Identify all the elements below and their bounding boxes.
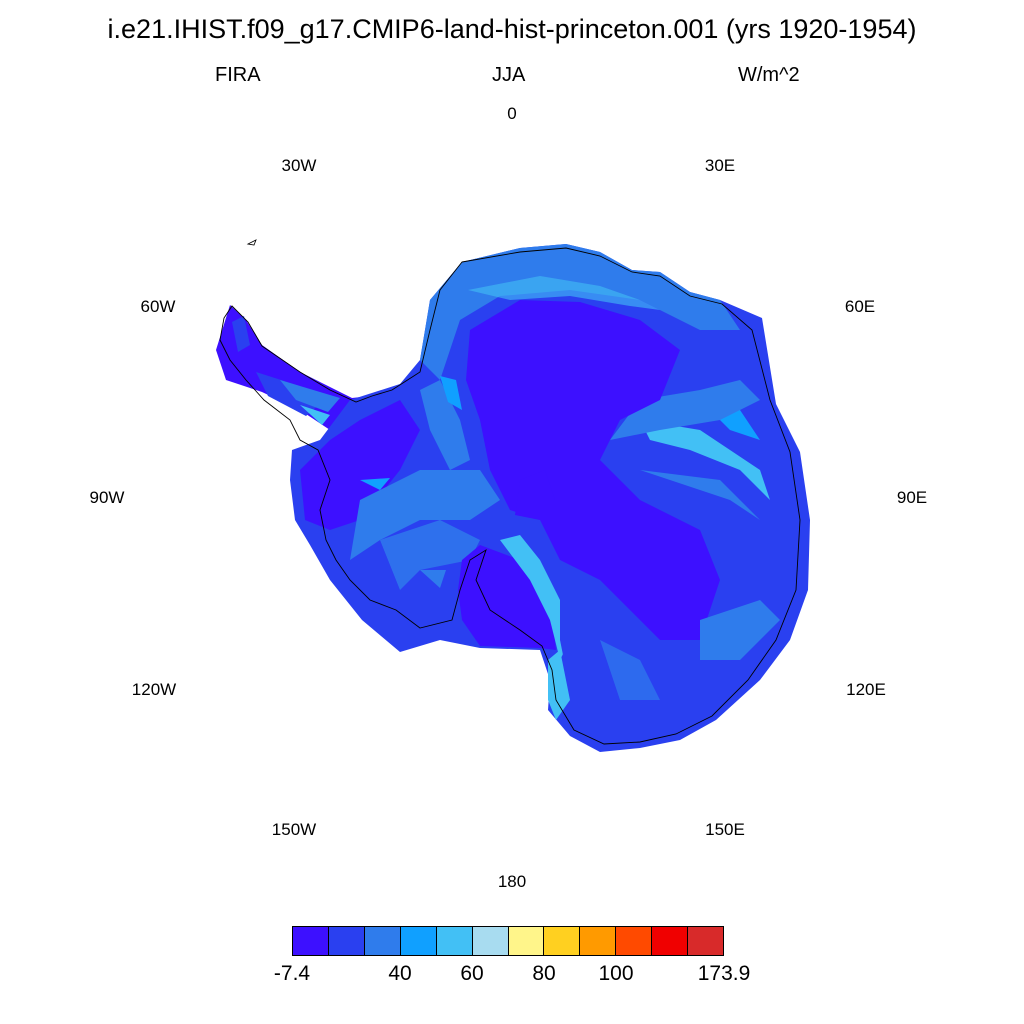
colorbar-swatch — [579, 926, 617, 956]
colorbar — [292, 926, 725, 956]
lon-label-180: 180 — [497, 872, 527, 891]
colorbar-swatch — [363, 926, 401, 956]
units-label: W/m^2 — [738, 64, 800, 86]
lon-label-150e: 150E — [705, 820, 745, 839]
colorbar-swatch — [327, 926, 365, 956]
colorbar-tick: 40 — [388, 962, 412, 985]
lon-label-30e: 30E — [704, 156, 736, 175]
colorbar-tick: 173.9 — [697, 962, 751, 985]
colorbar-tick: -7.4 — [273, 962, 311, 985]
colorbar-swatch — [292, 926, 329, 956]
lon-label-150w: 150W — [271, 820, 317, 839]
lon-label-120w: 120W — [131, 680, 177, 699]
island-outline — [246, 239, 257, 246]
colorbar-swatch — [399, 926, 437, 956]
colorbar-tick: 100 — [598, 962, 634, 985]
colorbar-swatch — [471, 926, 509, 956]
plot-title: i.e21.IHIST.f09_g17.CMIP6-land-hist-prin… — [107, 14, 917, 44]
colorbar-swatch — [615, 926, 653, 956]
season-label: JJA — [492, 64, 526, 86]
colorbar-tick: 60 — [460, 962, 484, 985]
lon-label-120e: 120E — [846, 680, 886, 699]
lon-label-0: 0 — [507, 104, 517, 123]
lon-label-30w: 30W — [281, 156, 317, 175]
variable-label: FIRA — [215, 64, 261, 86]
colorbar-tick: 80 — [532, 962, 556, 985]
lon-label-60w: 60W — [140, 297, 176, 316]
lon-label-60e: 60E — [844, 297, 876, 316]
lon-label-90w: 90W — [89, 488, 125, 507]
colorbar-swatch — [435, 926, 473, 956]
coastline — [219, 247, 801, 745]
colorbar-swatch — [543, 926, 581, 956]
colorbar-swatch — [687, 926, 725, 956]
colorbar-swatch — [651, 926, 689, 956]
lon-label-90e: 90E — [896, 488, 928, 507]
plateau-region — [466, 300, 720, 640]
colorbar-swatch — [507, 926, 545, 956]
